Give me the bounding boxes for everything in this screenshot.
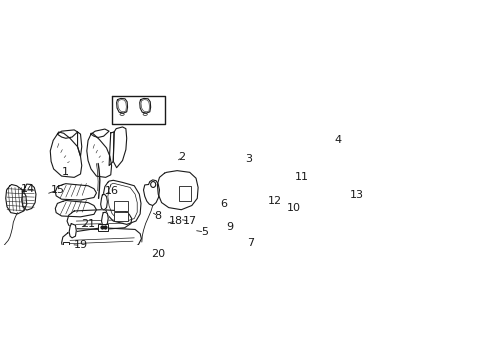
Text: 21: 21 (81, 219, 95, 229)
Text: 17: 17 (183, 216, 196, 226)
Polygon shape (55, 201, 96, 217)
Text: 6: 6 (220, 199, 226, 209)
Polygon shape (67, 210, 131, 229)
Polygon shape (140, 98, 150, 113)
Bar (258, 198, 266, 210)
Polygon shape (57, 130, 78, 138)
Bar (114, 212, 127, 221)
Text: 14: 14 (21, 184, 35, 194)
Text: 15: 15 (51, 185, 65, 195)
Bar (179, 186, 191, 201)
Text: 1: 1 (62, 167, 69, 177)
Polygon shape (50, 132, 81, 177)
Polygon shape (117, 98, 127, 113)
Bar (114, 201, 127, 211)
Polygon shape (87, 133, 111, 177)
Ellipse shape (284, 178, 285, 181)
Polygon shape (101, 194, 107, 210)
Polygon shape (6, 185, 27, 214)
Text: 10: 10 (286, 203, 300, 213)
Polygon shape (21, 184, 36, 210)
Polygon shape (69, 224, 76, 238)
Text: 19: 19 (73, 240, 87, 251)
Text: 13: 13 (349, 190, 363, 200)
Text: 3: 3 (244, 154, 251, 164)
Polygon shape (157, 171, 198, 210)
Text: 12: 12 (267, 196, 281, 206)
Text: 20: 20 (151, 249, 165, 259)
Polygon shape (113, 127, 126, 168)
Text: 9: 9 (226, 221, 233, 231)
Polygon shape (109, 132, 114, 166)
Bar (260, 200, 265, 208)
Polygon shape (78, 132, 81, 156)
Bar (98, 224, 108, 231)
Polygon shape (102, 212, 108, 226)
Text: 5: 5 (201, 227, 207, 237)
Polygon shape (91, 129, 109, 138)
Polygon shape (61, 228, 141, 252)
Polygon shape (103, 180, 141, 224)
Text: 7: 7 (247, 238, 254, 248)
Text: 11: 11 (295, 172, 308, 183)
Text: 16: 16 (105, 186, 119, 196)
Text: 4: 4 (333, 135, 341, 145)
Text: 18: 18 (169, 216, 183, 226)
Bar (63, 242, 69, 246)
Polygon shape (112, 96, 164, 123)
Text: 2: 2 (178, 152, 185, 162)
Text: 8: 8 (154, 211, 162, 221)
Polygon shape (55, 184, 96, 200)
